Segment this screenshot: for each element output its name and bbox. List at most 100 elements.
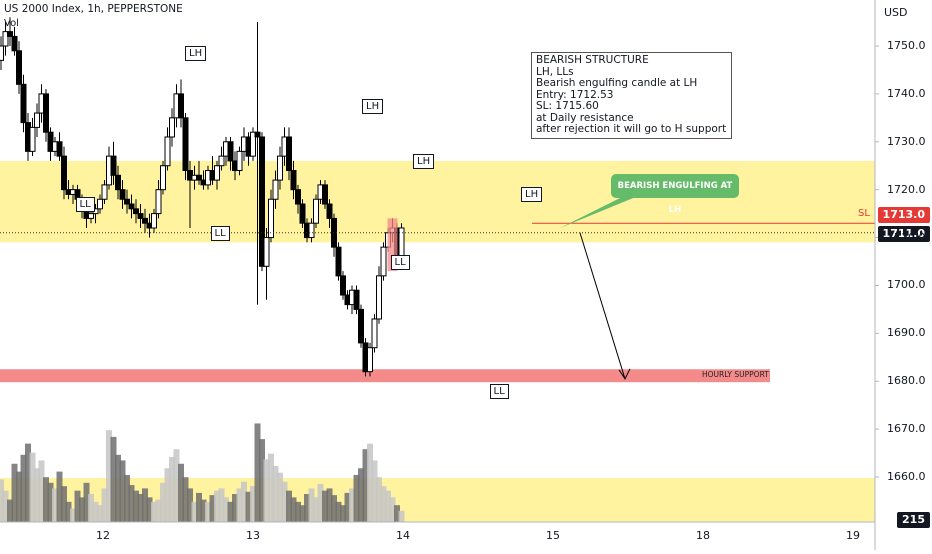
y-tick-label: 1680.0 xyxy=(887,374,926,388)
volume-bar xyxy=(353,474,360,522)
candle-body xyxy=(137,213,144,219)
lower-low-label: LL xyxy=(75,197,95,213)
x-tick-label: 14 xyxy=(396,529,410,542)
volume-bar xyxy=(340,505,346,522)
candle-body xyxy=(61,155,67,191)
support-zone xyxy=(0,369,770,383)
volume-bar xyxy=(101,488,108,522)
volume-bar xyxy=(281,481,288,522)
volume-bar xyxy=(376,477,382,522)
candle-body xyxy=(353,289,360,310)
candle-body xyxy=(142,217,148,224)
candle-body xyxy=(227,141,234,162)
volume-bar xyxy=(47,482,54,522)
volume-bar xyxy=(146,497,153,522)
analysis-note: BEARISH STRUCTURE LH, LLs Bearish engulf… xyxy=(531,52,732,139)
volume-bar xyxy=(11,463,18,522)
candle-body xyxy=(367,347,373,373)
candle-body xyxy=(313,198,319,224)
volume-bar xyxy=(335,501,342,522)
lower-high-label: LH xyxy=(521,187,543,203)
candle-body xyxy=(326,203,333,219)
candle-body xyxy=(182,117,189,172)
x-tick-label: 12 xyxy=(96,529,110,542)
volume-bar xyxy=(124,474,130,522)
volume-bar xyxy=(394,505,400,522)
volume-bar xyxy=(70,508,76,522)
volume-value-tag: 215 xyxy=(897,512,930,528)
volume-bar xyxy=(227,501,234,522)
candle-body xyxy=(371,318,378,349)
note-line: SL: 1715.60 xyxy=(536,100,599,112)
volume-bar xyxy=(331,495,337,522)
volume-bar xyxy=(92,501,99,522)
x-tick-label: 19 xyxy=(846,529,860,542)
note-line: Bearish engulfing candle at LH xyxy=(536,77,698,89)
volume-bar xyxy=(362,449,369,522)
note-line: after rejection it will go to H support xyxy=(536,123,727,135)
volume-bar xyxy=(83,482,90,522)
candle-body xyxy=(11,35,18,52)
y-tick-label: 1670.0 xyxy=(887,422,926,436)
candle-body xyxy=(322,184,328,205)
price-axis-currency: USD xyxy=(884,6,908,19)
volume-bar xyxy=(322,490,328,522)
candle-body xyxy=(0,45,5,61)
volume-bar xyxy=(29,452,36,522)
candle-body xyxy=(218,155,225,167)
candle-body xyxy=(380,246,387,277)
candle-body xyxy=(254,131,261,138)
volume-bar xyxy=(313,497,319,522)
candle-body xyxy=(376,275,382,320)
candle-body xyxy=(358,308,364,344)
volume-bar xyxy=(236,488,243,522)
volume-bar xyxy=(16,471,22,522)
chart-title: US 2000 Index, 1h, PEPPERSTONE xyxy=(4,3,183,15)
candle-body xyxy=(286,136,292,172)
volume-bar xyxy=(25,443,31,522)
volume-bar xyxy=(52,488,58,522)
volume-bar xyxy=(43,477,49,522)
lower-high-label: LH xyxy=(362,98,384,114)
candle-body xyxy=(214,165,220,181)
volume-bar xyxy=(349,488,355,522)
volume-bar xyxy=(205,501,211,522)
volume-bar xyxy=(389,497,396,522)
candle-body xyxy=(308,222,315,239)
candle-body xyxy=(277,155,283,181)
volume-bar xyxy=(218,488,225,522)
candle-body xyxy=(119,189,126,200)
volume-bar xyxy=(299,505,306,522)
candle-body xyxy=(164,136,171,167)
candle-body xyxy=(155,189,162,215)
volume-bar xyxy=(151,501,157,522)
volume-bar xyxy=(200,499,207,522)
volume-bar xyxy=(115,454,121,522)
y-tick-label: 1730.0 xyxy=(887,134,926,148)
x-tick-label: 13 xyxy=(246,529,260,542)
lower-low-label: LL xyxy=(489,383,509,399)
y-tick-label: 1660.0 xyxy=(887,470,926,483)
volume-bar xyxy=(245,491,252,522)
note-line: LH, LLs xyxy=(536,65,574,78)
candle-body xyxy=(250,131,256,157)
y-tick-label: 1690.0 xyxy=(887,326,926,340)
volume-bar xyxy=(385,490,391,522)
candle-body xyxy=(101,184,108,200)
volume-bar xyxy=(250,486,256,522)
stop-loss-label: SL xyxy=(858,208,870,219)
volume-bar xyxy=(106,430,112,522)
volume-bar xyxy=(0,479,5,522)
volume-bar xyxy=(191,501,198,522)
note-line: BEARISH STRUCTURE xyxy=(536,54,649,66)
y-tick-label: 1750.0 xyxy=(887,39,926,52)
volume-bar xyxy=(178,463,184,522)
support-zone-label: HOURLY SUPPORT xyxy=(702,370,769,379)
y-tick-label: 1740.0 xyxy=(887,86,926,100)
volume-bar xyxy=(169,457,175,522)
volume-bar xyxy=(196,492,202,522)
candle-body xyxy=(299,203,306,224)
volume-bar xyxy=(290,497,297,522)
y-tick-label: 1700.0 xyxy=(887,278,926,292)
